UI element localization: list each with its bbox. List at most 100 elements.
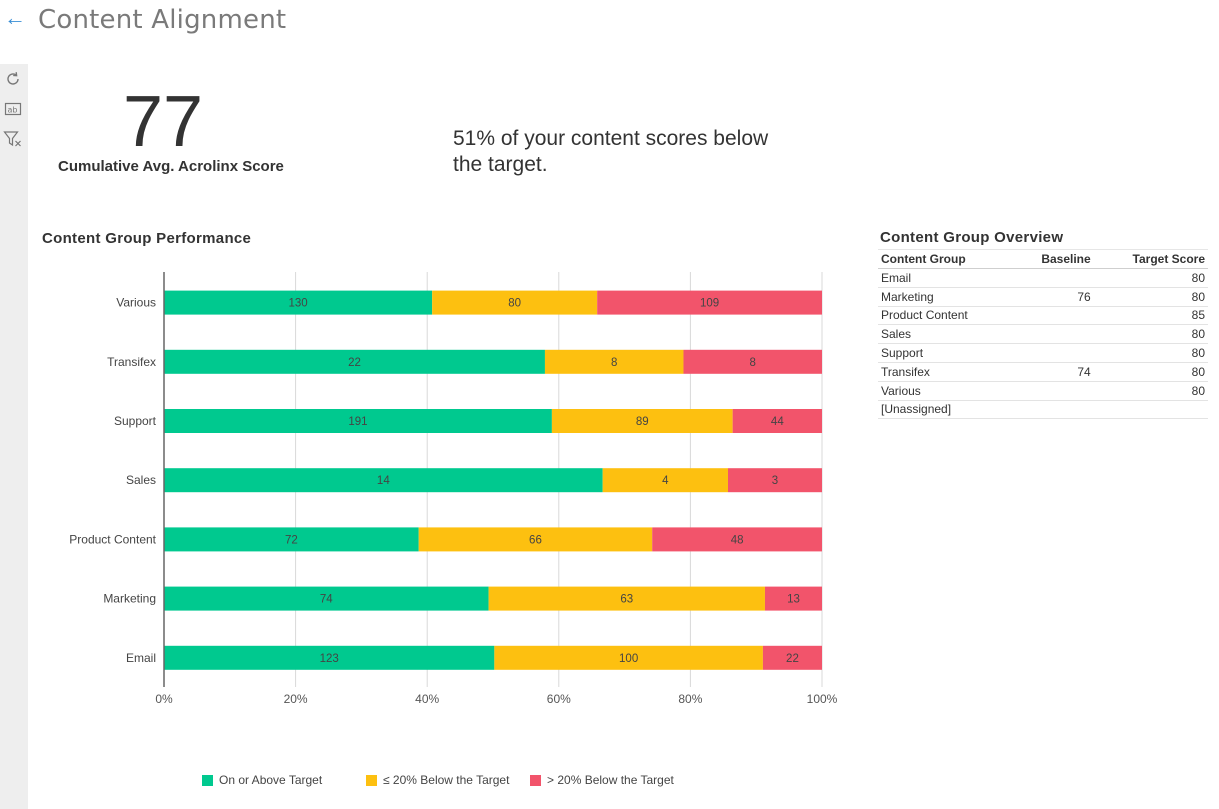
bar-segment [164,468,603,493]
bar-data-label: 48 [731,534,744,546]
legend-swatch [366,774,377,786]
x-tick-label: 20% [284,692,308,706]
table-cell: 74 [1013,362,1094,382]
table-cell [1013,268,1094,288]
table-cell: Sales [878,324,1014,345]
legend-swatch [202,774,213,786]
legend-item-over-20[interactable]: > 20% Below the Target [530,772,674,788]
table-cell [1013,381,1094,401]
table-cell: 80 [1093,287,1208,307]
bar-segment [551,409,733,433]
table-cell: [Unassigned] [878,400,1014,420]
bar-segment [683,349,822,374]
table-row[interactable]: Marketing 76 80 [878,287,1208,307]
table-cell: Transifex [878,362,1014,382]
overview-table: Content Group Baseline Target Score Emai… [878,249,1208,420]
table-cell: 76 [1013,287,1094,307]
table-cell [1093,400,1208,420]
table-row[interactable]: Sales 80 [878,324,1208,345]
bar-segment [732,409,822,433]
table-cell: 80 [1093,324,1208,345]
bar-segment [164,349,545,374]
bar-data-label: 80 [508,298,521,310]
bar-data-label: 13 [787,594,800,606]
legend-item-on-target[interactable]: On or Above Target [202,772,322,788]
svg-text:ab: ab [8,106,18,115]
table-row[interactable]: [Unassigned] [878,400,1208,420]
x-tick-label: 60% [547,692,571,706]
table-header-row: Content Group Baseline Target Score [878,249,1208,269]
bar-segment [764,586,822,611]
text-field-icon[interactable]: ab [2,98,24,120]
toolbar: ab [0,64,28,809]
y-category-label: Product Content [69,532,156,546]
bar-data-label: 8 [611,357,617,369]
bar-segment [164,290,433,315]
bar-data-label: 44 [771,416,784,428]
bar-data-label: 72 [285,534,298,546]
bar-data-label: 123 [320,653,339,665]
legend-label: ≤ 20% Below the Target [383,773,510,787]
bar-segment [164,527,419,552]
table-cell: Email [878,268,1014,288]
table-cell: Product Content [878,306,1014,326]
bar-segment [602,468,728,493]
overview-title: Content Group Overview [880,229,1064,246]
bar-data-label: 22 [786,653,799,665]
table-row[interactable]: Product Content 85 [878,306,1208,326]
x-tick-label: 0% [155,692,173,706]
table-row[interactable]: Transifex 74 80 [878,362,1208,382]
bar-segment [728,468,822,493]
bar-segment [164,645,495,670]
bar-data-label: 89 [636,416,649,428]
clear-filter-icon[interactable] [2,128,24,150]
column-header[interactable]: Content Group [878,249,1014,269]
table-cell [1013,400,1094,420]
x-tick-label: 40% [415,692,439,706]
kpi-score-label: Cumulative Avg. Acrolinx Score [58,158,284,175]
table-cell: Support [878,343,1014,363]
column-header[interactable]: Baseline [1013,249,1094,269]
bar-segment [164,409,552,433]
chart-title: Content Group Performance [42,230,252,247]
bar-segment [652,527,822,552]
y-category-label: Various [116,296,156,310]
bar-segment [418,527,653,552]
bar-segment [164,586,489,611]
table-row[interactable]: Support 80 [878,343,1208,363]
arrow-left-icon[interactable]: ← [4,5,26,30]
table-cell [1013,306,1094,326]
bar-data-label: 191 [348,416,367,428]
kpi-score-value: 77 [122,82,204,162]
table-cell: 85 [1093,306,1208,326]
y-category-label: Email [126,651,156,665]
bar-segment [432,290,598,315]
bar-data-label: 14 [377,475,390,487]
x-tick-label: 100% [807,692,838,706]
y-category-label: Marketing [103,592,156,606]
column-header[interactable]: Target Score [1093,249,1208,269]
table-cell [1013,324,1094,345]
header: ← Content Alignment [0,0,1219,44]
table-row[interactable]: Various 80 [878,381,1208,401]
refresh-icon[interactable] [2,68,24,90]
bar-segment [494,645,763,670]
kpi-message: 51% of your content scores below the tar… [453,127,769,176]
table-cell: Various [878,381,1014,401]
bar-data-label: 63 [620,594,633,606]
bar-segment [488,586,765,611]
x-tick-label: 80% [678,692,702,706]
legend-item-below-20[interactable]: ≤ 20% Below the Target [366,772,509,788]
table-cell: 80 [1093,268,1208,288]
bar-data-label: 66 [529,534,542,546]
legend-label: On or Above Target [219,773,323,787]
table-cell: 80 [1093,343,1208,363]
page-title: Content Alignment [38,5,287,35]
performance-chart: 0% 20% 40% 60% 80% 100% Various 130 80 109 Transif… [69,272,838,706]
table-cell [1013,343,1094,363]
bar-segment [544,349,684,374]
bar-segment [597,290,822,315]
table-cell: 80 [1093,381,1208,401]
bar-data-label: 4 [662,475,669,487]
table-row[interactable]: Email 80 [878,268,1208,288]
